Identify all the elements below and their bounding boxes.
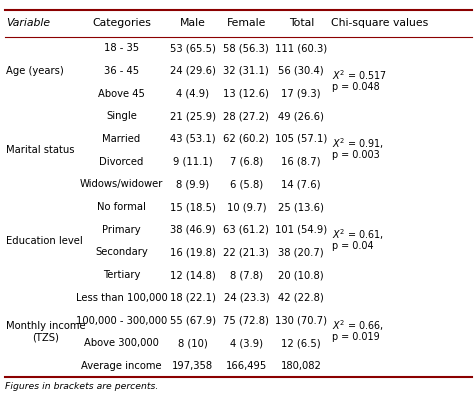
Text: Categories: Categories (92, 18, 151, 29)
Text: 75 (72.8): 75 (72.8) (223, 316, 269, 326)
Text: 55 (67.9): 55 (67.9) (170, 316, 216, 326)
Text: Variable: Variable (6, 18, 50, 29)
Text: Education level: Education level (6, 236, 83, 246)
Text: Primary: Primary (102, 225, 141, 235)
Text: 16 (19.8): 16 (19.8) (170, 248, 216, 257)
Text: 105 (57.1): 105 (57.1) (275, 134, 328, 144)
Text: 42 (22.8): 42 (22.8) (278, 293, 324, 303)
Text: 38 (46.9): 38 (46.9) (170, 225, 216, 235)
Text: 14 (7.6): 14 (7.6) (282, 180, 321, 189)
Text: 7 (6.8): 7 (6.8) (230, 157, 263, 166)
Text: Total: Total (289, 18, 314, 29)
Text: Widows/widower: Widows/widower (80, 180, 163, 189)
Text: Figures in brackets are percents.: Figures in brackets are percents. (5, 382, 158, 391)
Text: 180,082: 180,082 (281, 361, 322, 371)
Text: 22 (21.3): 22 (21.3) (223, 248, 269, 257)
Text: Male: Male (180, 18, 206, 29)
Text: 100,000 - 300,000: 100,000 - 300,000 (76, 316, 167, 326)
Text: 16 (8.7): 16 (8.7) (282, 157, 321, 166)
Text: 13 (12.6): 13 (12.6) (223, 89, 269, 98)
Text: 166,495: 166,495 (226, 361, 267, 371)
Text: 63 (61.2): 63 (61.2) (223, 225, 269, 235)
Text: No formal: No formal (97, 202, 146, 212)
Text: 56 (30.4): 56 (30.4) (278, 66, 324, 76)
Text: 4 (4.9): 4 (4.9) (176, 89, 209, 98)
Text: 12 (14.8): 12 (14.8) (170, 270, 216, 280)
Text: 15 (18.5): 15 (18.5) (170, 202, 216, 212)
Text: p = 0.019: p = 0.019 (332, 332, 379, 341)
Text: Female: Female (227, 18, 266, 29)
Text: 53 (65.5): 53 (65.5) (170, 43, 216, 53)
Text: 10 (9.7): 10 (9.7) (227, 202, 266, 212)
Text: 36 - 45: 36 - 45 (104, 66, 139, 76)
Text: Average income: Average income (81, 361, 162, 371)
Text: 62 (60.2): 62 (60.2) (223, 134, 269, 144)
Text: 8 (9.9): 8 (9.9) (176, 180, 209, 189)
Text: 58 (56.3): 58 (56.3) (223, 43, 269, 53)
Text: 12 (6.5): 12 (6.5) (282, 338, 321, 348)
Text: 8 (7.8): 8 (7.8) (230, 270, 263, 280)
Text: $\mathit{X}^2$ = 0.61,: $\mathit{X}^2$ = 0.61, (332, 227, 384, 242)
Text: 28 (27.2): 28 (27.2) (223, 111, 269, 121)
Text: 49 (26.6): 49 (26.6) (278, 111, 324, 121)
Text: Above 300,000: Above 300,000 (84, 338, 159, 348)
Text: 8 (10): 8 (10) (178, 338, 208, 348)
Text: Single: Single (106, 111, 137, 121)
Text: 4 (3.9): 4 (3.9) (230, 338, 263, 348)
Text: 130 (70.7): 130 (70.7) (275, 316, 327, 326)
Text: 101 (54.9): 101 (54.9) (275, 225, 327, 235)
Text: Monthly income
(TZS): Monthly income (TZS) (6, 321, 86, 343)
Text: 24 (29.6): 24 (29.6) (170, 66, 216, 76)
Text: Tertiary: Tertiary (103, 270, 140, 280)
Text: 111 (60.3): 111 (60.3) (275, 43, 327, 53)
Text: 21 (25.9): 21 (25.9) (170, 111, 216, 121)
Text: 17 (9.3): 17 (9.3) (282, 89, 321, 98)
Text: p = 0.04: p = 0.04 (332, 241, 373, 251)
Text: Age (years): Age (years) (6, 66, 64, 76)
Text: 32 (31.1): 32 (31.1) (223, 66, 269, 76)
Text: p = 0.003: p = 0.003 (332, 150, 379, 160)
Text: 25 (13.6): 25 (13.6) (278, 202, 324, 212)
Text: p = 0.048: p = 0.048 (332, 82, 379, 92)
Text: 18 - 35: 18 - 35 (104, 43, 139, 53)
Text: $\mathit{X}^2$ = 0.91,: $\mathit{X}^2$ = 0.91, (332, 136, 384, 151)
Text: Divorced: Divorced (99, 157, 144, 166)
Text: 9 (11.1): 9 (11.1) (173, 157, 212, 166)
Text: Married: Married (102, 134, 141, 144)
Text: $\mathit{X}^2$ = 0.66,: $\mathit{X}^2$ = 0.66, (332, 318, 384, 333)
Text: 6 (5.8): 6 (5.8) (230, 180, 263, 189)
Text: 197,358: 197,358 (172, 361, 213, 371)
Text: Marital status: Marital status (6, 145, 75, 155)
Text: 24 (23.3): 24 (23.3) (224, 293, 269, 303)
Text: Chi-square values: Chi-square values (331, 18, 428, 29)
Text: 18 (22.1): 18 (22.1) (170, 293, 216, 303)
Text: Above 45: Above 45 (98, 89, 145, 98)
Text: Secondary: Secondary (95, 248, 148, 257)
Text: Less than 100,000: Less than 100,000 (75, 293, 167, 303)
Text: $\mathit{X}^2$ = 0.517: $\mathit{X}^2$ = 0.517 (332, 69, 387, 82)
Text: 38 (20.7): 38 (20.7) (278, 248, 324, 257)
Text: 43 (53.1): 43 (53.1) (170, 134, 216, 144)
Text: 20 (10.8): 20 (10.8) (278, 270, 324, 280)
